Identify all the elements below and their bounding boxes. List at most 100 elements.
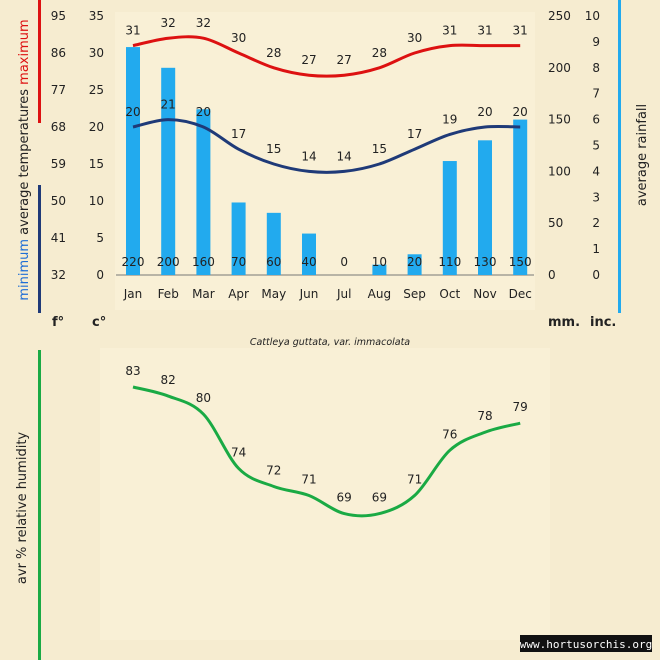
celsius-tick-label: 20 xyxy=(89,120,104,134)
unit-celsius: c° xyxy=(92,315,106,330)
month-tick-label: Dec xyxy=(509,287,532,301)
rainfall-value-label: 110 xyxy=(438,255,461,269)
max-temp-label: 31 xyxy=(513,24,528,38)
inch-tick-label: 0 xyxy=(592,268,600,282)
humidity-value-label: 80 xyxy=(196,391,211,405)
fahrenheit-tick-label: 59 xyxy=(51,157,66,171)
fahrenheit-tick-label: 50 xyxy=(51,194,66,208)
mm-tick-label: 50 xyxy=(548,216,563,230)
mm-tick-label: 0 xyxy=(548,268,556,282)
mm-tick-label: 150 xyxy=(548,113,571,127)
rainfall-bar xyxy=(266,212,281,275)
max-temp-label: 30 xyxy=(231,31,246,45)
rainfall-bar xyxy=(126,47,140,275)
rainfall-bar xyxy=(513,119,528,275)
humidity-value-label: 71 xyxy=(407,473,422,487)
inch-tick-label: 5 xyxy=(592,139,600,153)
temperature-axis-title: minimum average temperatures maximum xyxy=(17,19,32,300)
rainfall-bar xyxy=(196,109,211,276)
rainfall-bar xyxy=(407,254,422,275)
min-temp-label: 20 xyxy=(125,105,140,119)
rainfall-value-label: 220 xyxy=(122,255,145,269)
min-temp-label: 17 xyxy=(407,127,422,141)
max-label: maximum xyxy=(17,19,32,85)
rainfall-bar xyxy=(442,161,457,275)
celsius-tick-label: 30 xyxy=(89,46,104,60)
humidity-value-label: 74 xyxy=(231,445,246,459)
min-temp-label: 20 xyxy=(513,105,528,119)
min-temp-label: 14 xyxy=(301,149,316,163)
humidity-axis-title: avr % relative humidity xyxy=(15,432,30,585)
max-temp-label: 28 xyxy=(372,46,387,60)
min-temp-side-bar xyxy=(38,185,41,313)
month-tick-label: May xyxy=(261,287,286,301)
inch-tick-label: 2 xyxy=(592,216,600,230)
rainfall-value-label: 200 xyxy=(157,255,180,269)
rainfall-value-label: 0 xyxy=(340,255,348,269)
inch-tick-label: 3 xyxy=(592,190,600,204)
fahrenheit-tick-label: 86 xyxy=(51,46,66,60)
temperature-lines xyxy=(132,35,521,174)
humidity-value-label: 78 xyxy=(477,409,492,423)
max-temp-label: 27 xyxy=(301,53,316,67)
max-temp-label: 31 xyxy=(442,24,457,38)
min-temp-label: 20 xyxy=(196,105,211,119)
month-tick-label: Jun xyxy=(299,287,319,301)
humidity-value-label: 69 xyxy=(337,491,352,505)
max-temp-label: 30 xyxy=(407,31,422,45)
max-temp-side-bar xyxy=(38,0,41,123)
max-temp-label: 27 xyxy=(337,53,352,67)
humidity-value-label: 79 xyxy=(513,400,528,414)
unit-fahrenheit: f° xyxy=(52,315,64,330)
min-temp-label: 21 xyxy=(161,98,176,112)
rainfall-value-label: 150 xyxy=(509,255,532,269)
rainfall-bar xyxy=(231,202,246,275)
humidity-value-label: 82 xyxy=(161,373,176,387)
inch-tick-label: 4 xyxy=(592,164,600,178)
celsius-tick-label: 5 xyxy=(96,231,104,245)
rainfall-value-label: 160 xyxy=(192,255,215,269)
max-temp-label: 31 xyxy=(477,24,492,38)
species-caption: Cattleya guttata, var. immacolata xyxy=(250,337,410,348)
data-labels: 31 32 32 30 28 27 27 28 30 31 31 31 20 21 20 17 15 14 14 15… xyxy=(122,16,532,269)
humidity-value-label: 72 xyxy=(266,463,281,477)
max-temp-label: 31 xyxy=(125,24,140,38)
humidity-series: 83 82 80 74 72 71 69 69 71 76 78 79 xyxy=(125,364,528,518)
celsius-tick-label: 15 xyxy=(89,157,104,171)
inch-tick-label: 7 xyxy=(592,87,600,101)
min-temp-label: 19 xyxy=(442,112,457,126)
min-temp-line xyxy=(132,118,521,174)
celsius-tick-label: 0 xyxy=(96,268,104,282)
temp-rain-plot-area xyxy=(115,12,535,310)
mm-tick-label: 100 xyxy=(548,164,571,178)
fahrenheit-tick-label: 32 xyxy=(51,268,66,282)
min-temp-label: 15 xyxy=(372,142,387,156)
humidity-value-label: 76 xyxy=(442,427,457,441)
rainfall-value-label: 60 xyxy=(266,255,281,269)
unit-mm: mm. xyxy=(548,315,580,330)
min-temp-label: 14 xyxy=(337,149,352,163)
humidity-value-label: 69 xyxy=(372,491,387,505)
unit-inch: inc. xyxy=(590,315,616,330)
rainfall-side-bar xyxy=(618,0,621,313)
mm-tick-label: 250 xyxy=(548,9,571,23)
watermark-bg xyxy=(520,635,652,652)
min-temp-label: 15 xyxy=(266,142,281,156)
celsius-tick-label: 10 xyxy=(89,194,104,208)
month-tick-label: Sep xyxy=(403,287,426,301)
rainfall-bar xyxy=(302,233,316,275)
rainfall-bar xyxy=(478,140,492,275)
avg-temp-label: average temperatures xyxy=(17,89,32,235)
month-tick-label: Oct xyxy=(439,287,460,301)
month-tick-label: Mar xyxy=(192,287,215,301)
inch-tick-label: 6 xyxy=(592,113,600,127)
min-temp-label: 20 xyxy=(477,105,492,119)
humidity-value-label: 71 xyxy=(301,473,316,487)
rainfall-value-label: 40 xyxy=(301,255,316,269)
max-temp-label: 28 xyxy=(266,46,281,60)
month-tick-label: Feb xyxy=(158,287,179,301)
max-temp-line xyxy=(132,35,521,78)
mm-tick-label: 200 xyxy=(548,61,571,75)
rainfall-bar xyxy=(372,264,387,275)
